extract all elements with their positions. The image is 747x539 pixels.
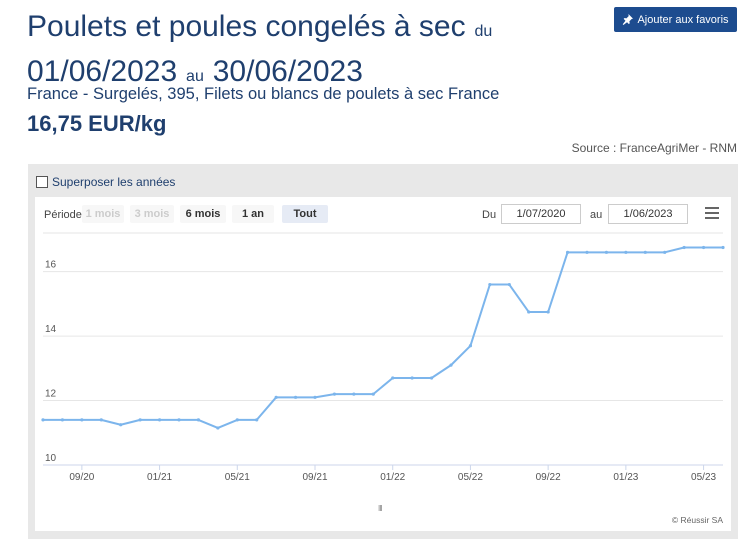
add-favorite-button[interactable]: Ajouter aux favoris (614, 7, 737, 32)
data-point (468, 344, 473, 348)
data-point (313, 395, 317, 399)
title-du-label: du (474, 23, 493, 40)
data-point (255, 418, 259, 422)
y-tick-label: 16 (45, 260, 57, 271)
data-point (604, 250, 609, 254)
zoom-all-label: Tout (293, 208, 317, 220)
hamburger-menu-icon[interactable] (705, 207, 719, 219)
data-point (546, 310, 550, 314)
zoom-3-months-label: 3 mois (134, 208, 170, 220)
data-point (332, 392, 337, 396)
data-point (60, 418, 65, 422)
zoom-3-months-button[interactable]: 3 mois (130, 205, 174, 223)
data-point (138, 418, 142, 422)
to-date-input[interactable]: 1/06/2023 (608, 204, 688, 224)
price-value: 16,75 EUR/kg (27, 111, 167, 136)
data-point (507, 282, 511, 287)
navigator-handle[interactable]: III (378, 504, 383, 513)
to-date-value: 1/06/2023 (623, 208, 673, 220)
x-tick-label: 05/23 (691, 472, 716, 483)
data-point (721, 245, 725, 250)
x-tick-label: 05/21 (225, 472, 250, 483)
add-favorite-label: Ajouter aux favoris (637, 13, 729, 26)
overlay-years-checkbox[interactable]: Superposer les années (36, 175, 175, 189)
data-point (643, 250, 647, 254)
to-date-label: au (590, 209, 603, 221)
title-date-from: 01/06/2023 (27, 55, 178, 88)
data-point (274, 395, 278, 399)
data-point (410, 376, 414, 380)
data-point (99, 418, 103, 422)
pushpin-icon (623, 14, 634, 25)
checkbox-box[interactable] (36, 176, 48, 188)
chart-container: Période 1 mois 3 mois 6 mois 1 an Tout D… (35, 197, 731, 531)
chart-panel: Superposer les années Période 1 mois 3 m… (28, 164, 738, 539)
data-point (293, 395, 298, 399)
zoom-1-year-label: 1 an (241, 208, 264, 220)
data-point (391, 376, 395, 380)
product-subtitle: France - Surgelés, 395, Filets ou blancs… (27, 85, 500, 103)
data-point (682, 245, 686, 250)
data-point (585, 250, 589, 254)
data-point (41, 418, 45, 422)
data-point (177, 418, 181, 422)
source-text: Source : FranceAgriMer - RNM (571, 141, 737, 155)
data-point (235, 418, 239, 422)
data-point (216, 426, 220, 430)
title-main: Poulets et poules congelés à sec (27, 10, 466, 43)
data-point (371, 392, 375, 396)
line-chart: 10 12 14 16 09/20 01/21 05/21 09/21 01/22 05/22 09… (41, 232, 725, 483)
from-date-label: Du (482, 209, 497, 221)
y-tick-label: 14 (45, 324, 57, 335)
x-tick-label: 09/22 (536, 472, 561, 483)
x-tick-label: 01/22 (380, 472, 405, 483)
x-tick-label: 05/22 (458, 472, 483, 483)
data-point (527, 310, 531, 314)
y-tick-label: 12 (45, 389, 57, 400)
overlay-years-label: Superposer les années (52, 175, 176, 189)
zoom-1-month-label: 1 mois (85, 208, 121, 220)
from-date-input[interactable]: 1/07/2020 (501, 204, 581, 224)
chart-credit: © Réussir SA (671, 515, 723, 525)
data-point (663, 250, 667, 254)
x-tick-label: 09/20 (69, 472, 94, 483)
page-title: Poulets et poules congelés à sec du 01/0… (27, 6, 607, 96)
from-date-value: 1/07/2020 (516, 208, 566, 220)
zoom-1-year-button[interactable]: 1 an (232, 205, 274, 223)
data-point (449, 363, 453, 367)
zoom-6-months-button[interactable]: 6 mois (180, 205, 226, 223)
data-point (488, 282, 492, 287)
data-point (196, 418, 201, 422)
data-point (429, 376, 434, 380)
x-tick-label: 01/21 (147, 472, 172, 483)
data-point (157, 418, 162, 422)
data-point (119, 423, 123, 427)
y-tick-label: 10 (45, 453, 57, 464)
data-point (701, 245, 706, 250)
series-line (43, 246, 723, 429)
data-point (352, 392, 356, 396)
data-point (624, 250, 628, 254)
data-point (80, 418, 84, 422)
title-date-to: 30/06/2023 (212, 55, 363, 88)
zoom-1-month-button[interactable]: 1 mois (82, 205, 124, 223)
x-tick-label: 09/21 (302, 472, 327, 483)
title-au-label: au (186, 68, 204, 85)
zoom-all-button[interactable]: Tout (282, 205, 328, 223)
data-point (565, 250, 570, 254)
period-label: Période (44, 209, 82, 221)
zoom-6-months-label: 6 mois (185, 208, 221, 220)
x-tick-label: 01/23 (613, 472, 638, 483)
